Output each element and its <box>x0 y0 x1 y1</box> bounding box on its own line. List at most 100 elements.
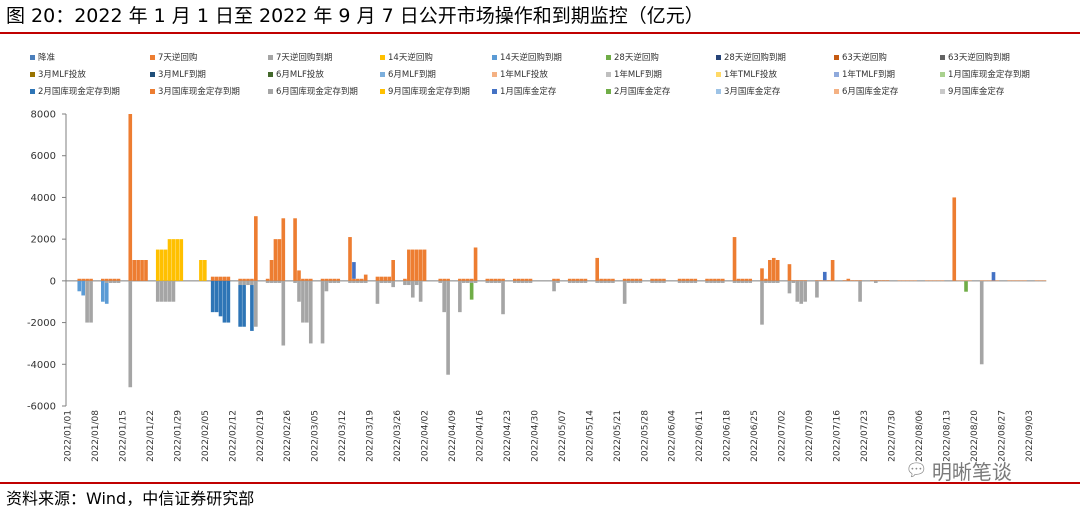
bar <box>520 280 525 283</box>
legend-label: 6月国库现金定存到期 <box>276 86 358 97</box>
legend-swatch <box>150 72 155 77</box>
bar <box>222 280 227 323</box>
y-tick-label: -2000 <box>27 318 56 329</box>
legend-label: 1年MLF到期 <box>614 69 662 80</box>
bar <box>897 280 902 282</box>
bar <box>254 280 258 327</box>
legend-label: 7天逆回购到期 <box>276 52 332 63</box>
bar <box>324 280 329 292</box>
bar <box>167 280 172 302</box>
y-tick-label: 4000 <box>31 193 56 204</box>
legend-label: 1月国库金定存 <box>500 86 557 97</box>
legend-label: 1年MLF投放 <box>500 69 548 80</box>
bar <box>85 280 89 323</box>
bar <box>583 278 588 281</box>
x-tick-label: 2022/04/23 <box>503 410 513 462</box>
bar <box>497 278 501 281</box>
bar <box>936 280 941 282</box>
bar <box>705 280 709 283</box>
x-tick-label: 2022/05/14 <box>585 410 595 462</box>
bar <box>901 280 906 282</box>
bar <box>528 280 533 283</box>
bar <box>611 280 615 283</box>
bar <box>556 280 560 283</box>
bar <box>552 278 556 281</box>
legend-label: 63天逆回购到期 <box>948 52 1010 63</box>
bar <box>885 280 890 282</box>
legend-swatch <box>492 89 497 94</box>
bar <box>979 280 984 365</box>
legend-swatch <box>716 89 721 94</box>
bar <box>630 278 635 281</box>
bar <box>928 280 933 282</box>
bar <box>85 278 89 281</box>
bar <box>854 280 858 282</box>
bar <box>850 280 855 281</box>
bar <box>720 278 725 281</box>
legend-label: 3月国库金定存 <box>724 86 781 97</box>
bar <box>250 285 254 331</box>
bar <box>108 280 113 283</box>
bar <box>768 260 772 281</box>
bar <box>881 280 886 281</box>
bar <box>89 280 93 323</box>
x-tick-label: 2022/07/02 <box>778 410 788 462</box>
bar <box>709 278 713 281</box>
bar <box>732 280 737 283</box>
x-tick-label: 2022/08/13 <box>942 410 952 462</box>
bar <box>791 280 796 281</box>
bar <box>512 280 517 283</box>
bar <box>583 280 588 283</box>
bar <box>709 280 713 283</box>
x-tick-label: 2022/08/06 <box>915 410 925 462</box>
bar <box>567 278 572 281</box>
bar <box>905 280 909 282</box>
bar <box>964 280 968 282</box>
bar <box>830 260 835 281</box>
bar <box>595 257 600 281</box>
x-tick-label: 2022/01/15 <box>118 410 128 462</box>
bar <box>630 280 635 283</box>
legend-swatch <box>940 72 945 77</box>
bar <box>108 278 113 281</box>
source-note: 资料来源：Wind，中信证券研究部 <box>6 489 255 508</box>
bar <box>155 280 160 302</box>
bar <box>403 280 407 286</box>
watermark-text: 明晰笔谈 <box>931 460 1012 484</box>
bar <box>940 280 945 282</box>
legend-swatch <box>606 89 611 94</box>
legend-swatch <box>30 55 35 60</box>
bar <box>273 280 278 283</box>
bar <box>265 278 270 281</box>
bar <box>348 280 352 283</box>
bar <box>705 278 709 281</box>
bar <box>112 280 117 283</box>
bar <box>842 280 847 282</box>
legend-label: 降准 <box>38 52 56 63</box>
bar <box>842 280 847 281</box>
bar <box>89 278 93 281</box>
bar <box>175 239 180 281</box>
bar <box>936 280 941 282</box>
bar <box>226 280 231 323</box>
bar <box>485 278 490 281</box>
bar <box>983 280 988 282</box>
bar <box>461 278 466 281</box>
bar <box>356 280 360 283</box>
bar <box>799 280 804 304</box>
bar <box>638 278 643 281</box>
x-tick-label: 2022/06/11 <box>695 410 705 462</box>
bar <box>407 280 411 286</box>
bar <box>1007 280 1011 282</box>
bar <box>159 280 164 302</box>
bar <box>493 280 497 283</box>
bar <box>873 280 878 281</box>
bar <box>485 280 490 283</box>
bar <box>826 280 831 281</box>
bar <box>677 280 682 283</box>
bar <box>222 276 227 281</box>
bar <box>324 278 329 281</box>
legend-swatch <box>380 89 385 94</box>
bar <box>968 280 972 282</box>
bar <box>446 278 450 281</box>
